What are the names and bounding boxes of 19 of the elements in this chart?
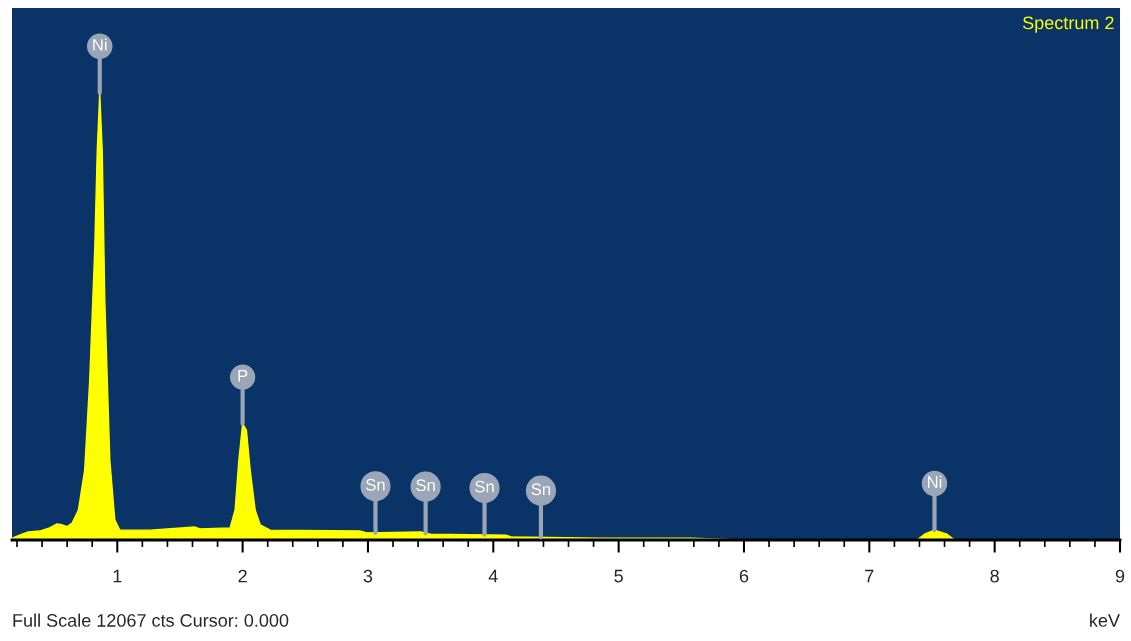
x-tick-label: 2 <box>238 569 247 583</box>
x-tick-label: 5 <box>614 569 623 583</box>
x-tick-label: 9 <box>1115 569 1125 583</box>
annotation: Sn <box>416 479 435 492</box>
x-tick-label: 4 <box>488 569 498 583</box>
annotation: P <box>238 369 248 382</box>
x-tick-label: 7 <box>865 569 874 583</box>
text: Full Scale 12067 cts Cursor: 0.000 <box>13 613 289 627</box>
chart-title: Spectrum 2 <box>1022 16 1114 33</box>
x-tick-label: 6 <box>739 569 749 583</box>
annotation: Sn <box>531 483 551 496</box>
x-tick-label: 3 <box>363 569 373 583</box>
annotation: Sn <box>366 478 385 491</box>
x-tick-label: 1 <box>113 569 122 583</box>
x-tick-label: 8 <box>990 569 999 583</box>
annotation: Ni <box>928 475 942 488</box>
annotation: Ni <box>93 38 107 51</box>
annotation: Sn <box>475 480 494 493</box>
x-axis-title: keV <box>1090 613 1120 627</box>
